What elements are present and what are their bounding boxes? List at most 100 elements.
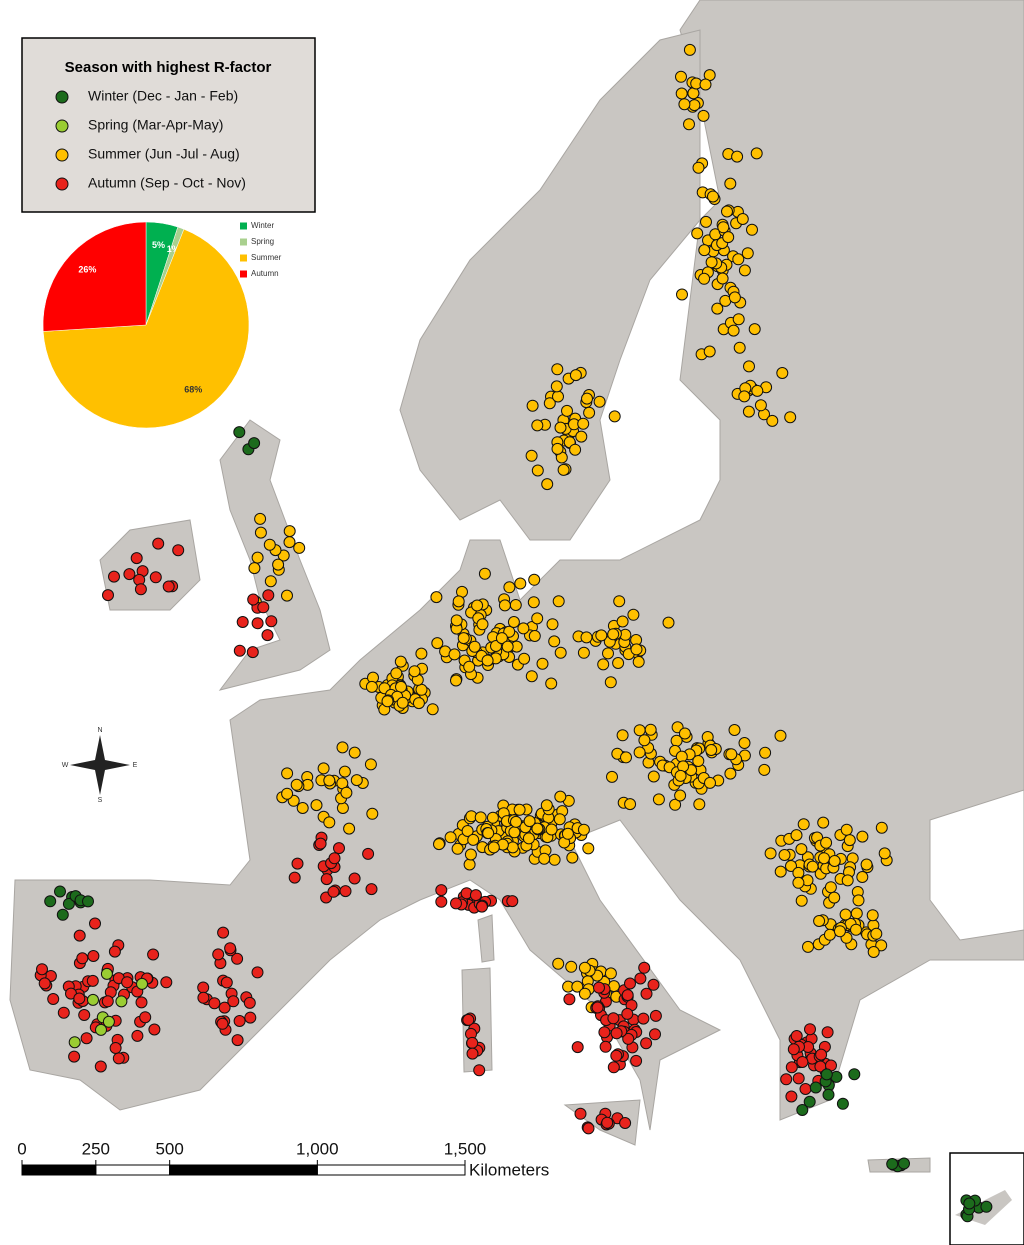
station-dot: [525, 670, 538, 683]
station-dot: [630, 643, 643, 656]
station-dot: [577, 417, 590, 430]
station-dot: [231, 952, 244, 965]
station-dot: [236, 616, 249, 628]
station-dot: [415, 647, 428, 660]
pie-legend-label: Autumn: [251, 269, 279, 278]
station-dot: [624, 977, 636, 990]
station-dot: [482, 827, 495, 840]
station-dot: [450, 897, 462, 910]
station-dot: [552, 595, 565, 608]
scale-segment: [169, 1164, 318, 1176]
station-dot: [538, 852, 551, 865]
station-dot: [632, 655, 645, 668]
station-dot: [674, 789, 687, 802]
station-dot: [450, 614, 463, 627]
station-dot: [738, 737, 751, 749]
station-dot: [795, 894, 808, 907]
station-dot: [452, 595, 465, 608]
station-dot: [431, 637, 444, 650]
station-dot: [678, 98, 691, 111]
station-dot: [545, 677, 558, 690]
station-dot: [764, 847, 777, 860]
station-dot: [751, 384, 764, 397]
station-dot: [248, 437, 261, 450]
station-dot: [610, 1049, 623, 1062]
station-dot: [796, 1104, 809, 1116]
station-dot: [741, 247, 754, 260]
station-dot: [809, 1081, 822, 1094]
station-dot: [362, 847, 375, 860]
station-dot: [780, 1073, 793, 1086]
station-dot: [583, 406, 596, 419]
station-dot: [621, 989, 634, 1002]
station-dot: [62, 897, 75, 910]
station-dot: [640, 987, 653, 1000]
station-dot: [320, 873, 333, 886]
station-dot: [790, 1030, 803, 1042]
station-dot: [803, 1095, 816, 1108]
station-dot: [101, 995, 114, 1008]
station-dot: [251, 617, 264, 630]
station-dot: [152, 537, 165, 550]
station-dot: [766, 414, 779, 427]
legend-label: Spring (Mar-Apr-May): [88, 117, 223, 133]
station-dot: [366, 807, 379, 820]
station-dot: [692, 755, 705, 767]
station-dot: [580, 631, 593, 644]
scale-segment: [316, 1164, 466, 1176]
station-dot: [691, 227, 704, 240]
station-dot: [102, 589, 114, 602]
station-dot: [112, 1052, 125, 1065]
station-dot: [575, 430, 588, 443]
station-dot: [108, 570, 120, 583]
station-dot: [750, 147, 763, 160]
station-dot: [799, 1083, 812, 1095]
station-dot: [565, 960, 578, 973]
compass-rose: [70, 735, 130, 795]
station-dot: [510, 815, 522, 828]
station-dot: [486, 811, 499, 824]
station-dot: [54, 885, 66, 898]
compass-west: W: [62, 762, 69, 769]
scale-tick-label: 250: [82, 1139, 110, 1158]
station-dot: [136, 977, 148, 990]
station-dot: [435, 884, 448, 897]
station-dot: [607, 628, 620, 641]
station-dot: [601, 1116, 614, 1129]
compass: N S E W: [62, 727, 138, 804]
station-dot: [676, 288, 688, 301]
station-dot: [281, 589, 293, 602]
station-dot: [293, 541, 306, 554]
station-dot: [649, 1009, 662, 1022]
pie-legend-swatch: [240, 238, 247, 246]
station-dot: [243, 996, 256, 1009]
station-dot: [327, 885, 340, 898]
station-dot: [527, 596, 540, 609]
station-dot: [68, 1036, 81, 1049]
station-dot: [149, 571, 162, 584]
station-dot: [231, 1034, 244, 1047]
station-dot: [246, 646, 259, 659]
station-dot: [408, 665, 421, 678]
station-dot: [870, 927, 883, 940]
station-dot: [317, 762, 330, 775]
station-dot: [283, 525, 296, 538]
station-dot: [36, 963, 48, 976]
station-dot: [607, 1061, 620, 1074]
scale-tick-label: 1,000: [296, 1139, 339, 1158]
station-dot: [224, 942, 237, 955]
station-dot: [721, 205, 733, 218]
station-dot: [675, 750, 688, 763]
station-dot: [487, 841, 500, 854]
station-dot: [172, 544, 185, 557]
station-dot: [514, 577, 527, 590]
station-dot: [548, 635, 561, 648]
station-dot: [795, 843, 808, 856]
station-dot: [700, 215, 712, 228]
station-dot: [746, 223, 758, 236]
legend-label: Winter (Dec - Jan - Feb): [88, 88, 238, 104]
station-dot: [87, 950, 100, 962]
station-dot: [247, 593, 260, 606]
station-dot: [802, 940, 814, 953]
legend-marker: [55, 90, 69, 104]
